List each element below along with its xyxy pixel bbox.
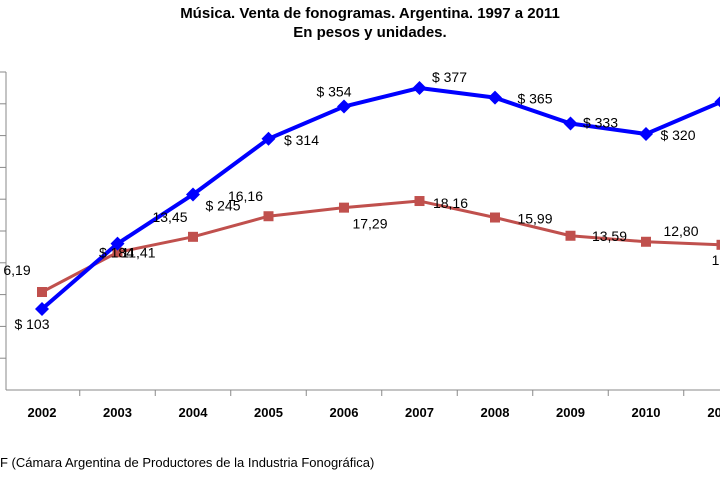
data-label: 11,41 <box>122 244 156 260</box>
data-point-marker <box>37 287 47 297</box>
data-point-marker <box>412 80 427 95</box>
data-point-marker <box>714 96 720 108</box>
x-tick-label: 2009 <box>556 405 585 420</box>
data-label: $ 377 <box>432 69 467 85</box>
data-label: 1 <box>712 252 720 268</box>
data-label: 16,16 <box>228 188 263 204</box>
data-label: $ 365 <box>517 91 552 107</box>
data-point-marker <box>35 302 49 316</box>
data-label: 13,59 <box>592 228 627 244</box>
x-tick-label: 2008 <box>481 405 510 420</box>
x-tick-label: 2003 <box>103 405 132 420</box>
data-point-marker <box>186 187 200 202</box>
data-label: $ 184 <box>99 245 134 261</box>
data-point-marker <box>639 126 653 141</box>
x-tick-label: 2006 <box>330 405 359 420</box>
data-label: $ 103 <box>14 316 49 332</box>
data-point-marker <box>263 211 274 222</box>
data-label: $ 354 <box>316 84 351 100</box>
chart-plot: 2002 2003 2004 2005 2006 2007 2008 2009 2010 2011… <box>0 69 720 420</box>
data-point-marker <box>641 236 651 247</box>
chart-title: Música. Venta de fonogramas. Argentina. … <box>180 5 560 22</box>
data-label: 18,16 <box>433 195 468 211</box>
data-label: $ 314 <box>284 132 319 148</box>
data-point-marker <box>563 116 578 131</box>
data-point-marker <box>339 202 349 213</box>
data-label: 6,19 <box>3 262 30 278</box>
data-label: $ 333 <box>583 114 618 130</box>
data-label: 17,29 <box>352 216 387 232</box>
data-point-marker <box>565 230 576 241</box>
x-tick-label: 2011 <box>707 405 720 420</box>
data-label: 12,80 <box>663 223 698 239</box>
data-point-marker <box>188 231 198 242</box>
chart-title-block: Música. Venta de fonogramas. Argentina. … <box>0 4 720 42</box>
x-tick-label: 2004 <box>179 405 209 420</box>
data-point-marker <box>112 247 123 258</box>
x-tick-label: 2007 <box>405 405 434 420</box>
data-point-marker <box>490 212 500 223</box>
data-point-marker <box>488 90 502 105</box>
data-point-marker <box>261 131 276 146</box>
data-point-marker <box>110 236 125 251</box>
x-tick-label: 2005 <box>254 405 283 420</box>
data-point-marker <box>414 196 425 207</box>
series-line <box>40 85 720 311</box>
source-note: F (Cámara Argentina de Productores de la… <box>0 455 375 470</box>
chart-subtitle: En pesos y unidades. <box>293 24 447 41</box>
data-label: 13,45 <box>152 209 187 225</box>
data-label: $ 245 <box>205 197 240 213</box>
series-line <box>41 199 720 294</box>
x-tick-label: 2010 <box>632 405 661 420</box>
data-point-marker <box>716 239 720 250</box>
x-tick-label: 2002 <box>28 405 57 420</box>
data-point-marker <box>337 99 351 114</box>
data-label: 15,99 <box>517 211 552 227</box>
data-label: $ 320 <box>660 127 695 143</box>
